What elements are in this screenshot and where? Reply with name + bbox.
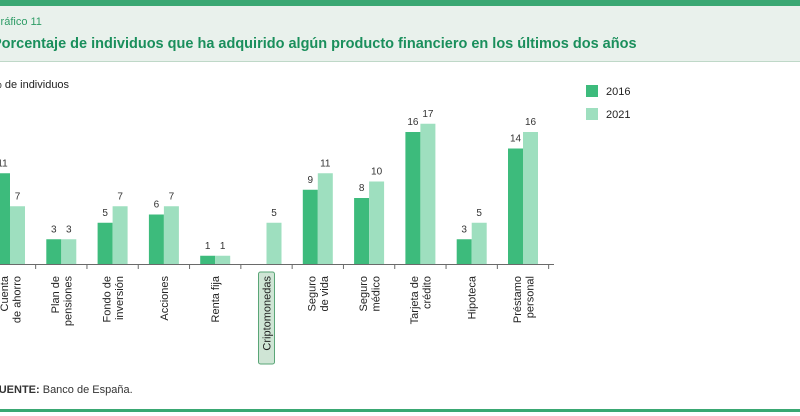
bar-2021-3 [163, 206, 179, 264]
x-tick-label-line: Fondo de [101, 276, 113, 322]
value-label-2016-7: 8 [359, 183, 365, 194]
bar-2016-4 [200, 255, 216, 264]
value-label-2021-0: 7 [15, 191, 21, 202]
bar-2021-0 [10, 206, 25, 264]
value-label-2021-1: 3 [66, 224, 72, 235]
bar-2016-6 [302, 189, 318, 264]
source-note: FUENTE: Banco de España. [0, 384, 133, 396]
value-label-2021-10: 16 [525, 117, 537, 128]
value-label-2021-6: 11 [320, 158, 331, 169]
bar-2016-7 [354, 198, 370, 264]
x-tick-label-8: Tarjeta de crédito [409, 276, 434, 324]
value-label-2016-8: 16 [407, 117, 419, 128]
x-tick-label-2: Fondo de inversión [101, 276, 126, 322]
bar-2021-9 [471, 222, 487, 264]
bar-2016-8 [405, 132, 421, 264]
bar-2016-3 [148, 214, 164, 264]
value-label-2021-9: 5 [476, 208, 482, 219]
x-tick-label-line: Préstamo [512, 276, 524, 323]
bottom-rule [0, 409, 800, 412]
legend-label-2021: 2021 [606, 109, 630, 121]
value-label-2016-3: 6 [154, 200, 160, 211]
legend-swatch-2016 [586, 85, 598, 97]
value-label-2021-5: 5 [271, 208, 277, 219]
value-label-2016-2: 5 [102, 208, 108, 219]
x-tick-label-line: médico [370, 276, 382, 311]
value-label-2021-4: 1 [220, 241, 226, 252]
value-label-2016-10: 14 [510, 134, 522, 145]
source-text: Banco de España. [39, 384, 133, 396]
x-tick-label-1: Plan de pensiones [50, 276, 75, 327]
value-label-2021-3: 7 [169, 191, 175, 202]
value-label-2016-0: 11 [0, 158, 8, 169]
x-tick-label-5: Criptomonedas [258, 271, 275, 365]
value-label-2016-6: 9 [308, 175, 314, 186]
bar-2021-6 [317, 173, 333, 264]
legend-swatch-2021 [586, 108, 598, 120]
x-tick-label-line: Seguro [358, 276, 370, 311]
x-tick-label-0: Cuenta de ahorro [0, 275, 23, 323]
bar-2016-1 [46, 239, 62, 264]
x-tick-label-3: Acciones [159, 276, 171, 321]
value-label-2021-2: 7 [117, 191, 123, 202]
y-axis-label: % de individuos [0, 79, 70, 91]
value-label-2016-1: 3 [51, 224, 57, 235]
legend-label-2016: 2016 [606, 86, 630, 98]
x-tick-label-line: Renta fija [210, 275, 222, 322]
x-tick-label-line: pensiones [63, 276, 75, 327]
x-tick-label-6: Seguro de vida [307, 275, 332, 311]
x-tick-label-line: de ahorro [11, 276, 23, 323]
bar-2021-1 [61, 239, 77, 264]
header-divider [0, 61, 800, 62]
x-tick-label-line: Acciones [159, 276, 171, 321]
x-tick-label-line: Seguro [307, 276, 319, 311]
bar-2016-9 [456, 239, 472, 264]
x-tick-label-line: Tarjeta de [409, 276, 421, 324]
x-tick-label-line: personal [524, 276, 536, 318]
value-label-2021-8: 17 [422, 109, 434, 120]
value-label-2021-7: 10 [371, 167, 383, 178]
x-tick-label-line: Criptomonedas [262, 276, 274, 351]
x-tick-label-line: de vida [319, 275, 331, 311]
x-tick-label-4: Renta fija [210, 275, 222, 322]
bar-2021-2 [112, 206, 128, 264]
bar-2021-5 [266, 222, 282, 264]
x-tick-label-10: Préstamo personal [512, 276, 537, 323]
x-tick-label-line: Plan de [50, 276, 62, 313]
highlight-box [258, 271, 275, 365]
header-band [0, 6, 800, 61]
x-tick-label-line: inversión [114, 276, 126, 320]
bar-2021-7 [369, 181, 385, 264]
x-tick-label-line: Cuenta [0, 275, 11, 311]
x-tick-label-7: Seguro médico [358, 276, 383, 311]
source-label: FUENTE: [0, 384, 40, 396]
x-tick-label-line: crédito [422, 276, 434, 309]
bar-2021-4 [215, 255, 231, 264]
top-rule [0, 0, 800, 6]
bar-2016-0 [0, 173, 10, 264]
bar-2021-8 [420, 123, 436, 264]
x-tick-label-9: Hipoteca [467, 275, 479, 319]
value-label-2016-9: 3 [461, 224, 467, 235]
x-tick-label-line: Hipoteca [467, 275, 479, 319]
bar-2021-10 [523, 132, 538, 264]
bar-2016-10 [508, 148, 523, 264]
chart-title: Porcentaje de individuos que ha adquirid… [0, 36, 637, 52]
bar-2016-2 [97, 222, 113, 264]
figure-label: Gráfico 11 [0, 16, 42, 28]
value-label-2016-4: 1 [205, 241, 211, 252]
